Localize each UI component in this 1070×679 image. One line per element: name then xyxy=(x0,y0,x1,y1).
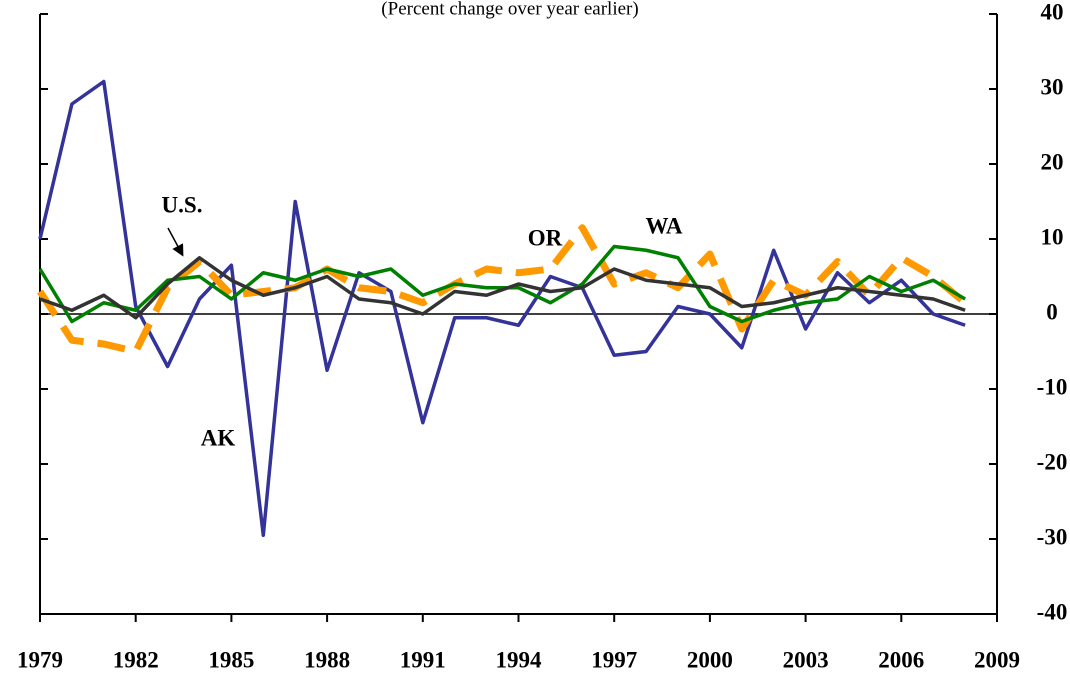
y-tick-label: 20 xyxy=(1041,149,1064,174)
x-tick-label: 1988 xyxy=(304,647,350,672)
y-tick-label: -20 xyxy=(1037,449,1068,474)
y-tick-label: -30 xyxy=(1037,524,1068,549)
annotation: AK xyxy=(201,425,236,450)
y-tick-label: 10 xyxy=(1041,224,1064,249)
y-tick-label: 0 xyxy=(1046,299,1058,324)
x-tick-label: 1997 xyxy=(591,647,637,672)
annotation: WA xyxy=(645,213,682,238)
annotation-arrow xyxy=(167,227,184,257)
annotation: OR xyxy=(528,225,563,250)
x-tick-label: 2006 xyxy=(878,647,924,672)
x-tick-label: 2009 xyxy=(974,647,1020,672)
series-line xyxy=(39,256,966,320)
annotation: U.S. xyxy=(162,192,203,217)
y-tick-label: -40 xyxy=(1037,599,1068,624)
series-line xyxy=(38,79,966,537)
y-tick-label: -10 xyxy=(1037,374,1068,399)
series-line xyxy=(37,224,968,355)
x-tick-label: 1979 xyxy=(17,647,63,672)
x-tick-label: 1982 xyxy=(113,647,159,672)
y-tick-label: 40 xyxy=(1041,0,1064,24)
series-line xyxy=(38,244,966,324)
y-tick-label: 30 xyxy=(1041,74,1064,99)
x-tick-label: 2000 xyxy=(687,647,733,672)
x-tick-label: 2003 xyxy=(783,647,829,672)
chart-title: (Percent change over year earlier) xyxy=(381,0,638,19)
x-tick-label: 1991 xyxy=(400,647,446,672)
x-tick-label: 1985 xyxy=(208,647,254,672)
x-tick-label: 1994 xyxy=(496,647,543,672)
